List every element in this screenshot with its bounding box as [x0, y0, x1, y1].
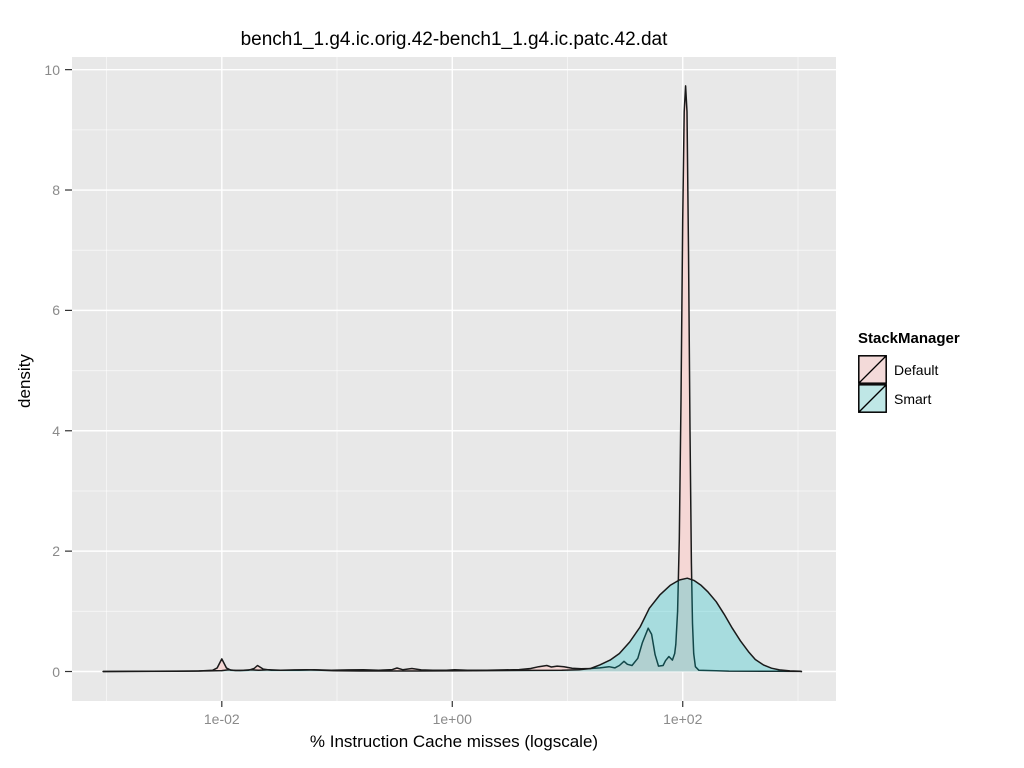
legend-key-swatch-icon: [858, 384, 887, 413]
legend-item-label: Default: [894, 361, 939, 378]
y-tick-label: 8: [52, 182, 60, 198]
legend-item-smart: Smart: [858, 384, 960, 413]
y-tick-label: 2: [52, 543, 60, 560]
legend-swatch-diagonal: [859, 356, 886, 383]
panel-background: [72, 57, 836, 701]
y-tick-label: 4: [52, 422, 60, 439]
legend-key-swatch-icon: [858, 355, 887, 384]
x-axis-title: % Instruction Cache misses (logscale): [309, 732, 599, 751]
x-tick-label: 1e+02: [663, 711, 703, 727]
density-series: [102, 85, 803, 673]
y-tick-label: 0: [52, 663, 60, 680]
legend-item-default: Default: [858, 355, 960, 384]
density-area-smart: [102, 577, 803, 673]
legend: StackManager Default Smart: [858, 330, 960, 413]
legend-keys: Default Smart: [858, 355, 960, 413]
y-tick-label: 6: [52, 302, 60, 319]
x-tick-label: 1e-02: [203, 711, 240, 727]
grid-major: [72, 57, 836, 701]
axis-tick-marks: [65, 69, 684, 707]
legend-swatch-diagonal: [859, 385, 886, 412]
grid-minor: [72, 57, 836, 701]
y-tick-label: 10: [44, 61, 60, 78]
legend-item-label: Smart: [894, 390, 932, 407]
chart-title: bench1_1.g4.ic.orig.42-bench1_1.g4.ic.pa…: [240, 29, 668, 50]
legend-title: StackManager: [858, 330, 960, 347]
x-tick-label: 1e+00: [432, 711, 472, 727]
